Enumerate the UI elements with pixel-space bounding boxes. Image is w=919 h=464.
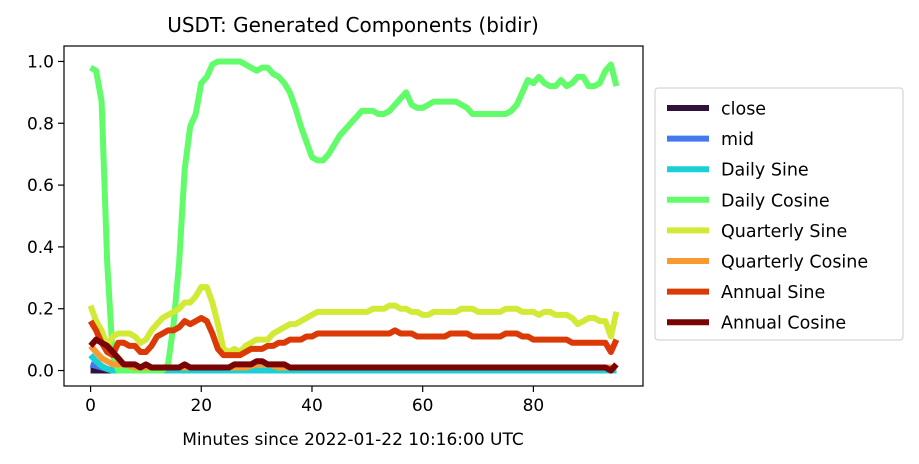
y-tick-label: 0.4 [27, 238, 54, 258]
legend-label: mid [721, 130, 754, 150]
series-line-annual-cosine [88, 336, 619, 374]
x-tick-label: 60 [412, 396, 434, 416]
series-line-quarterly-sine [87, 284, 620, 355]
x-tick-label: 20 [190, 396, 212, 416]
y-tick-label: 0.6 [27, 176, 54, 196]
y-axis: 0.0 0.2 0.4 0.6 0.8 1.0 [27, 52, 64, 382]
x-axis-label: Minutes since 2022-01-22 10:16:00 UTC [182, 430, 524, 450]
legend: close mid Daily Sine Daily Cosine Quarterly … [654, 87, 904, 341]
chart-title: USDT: Generated Components (bidir) [167, 13, 539, 37]
legend-label: Daily Sine [721, 161, 809, 181]
y-tick-label: 0.0 [27, 362, 54, 382]
y-tick-label: 0.8 [27, 114, 54, 134]
legend-label: Annual Sine [721, 283, 825, 303]
series-line-daily-sine [88, 353, 617, 374]
x-tick-label: 40 [301, 396, 323, 416]
x-axis: 0 20 40 60 80 [85, 386, 544, 416]
legend-frame [654, 87, 904, 341]
legend-label: Quarterly Cosine [721, 253, 868, 273]
plot-frame [63, 45, 644, 387]
x-tick-label: 80 [523, 396, 545, 416]
legend-label: Annual Cosine [721, 314, 846, 334]
y-tick-label: 0.2 [27, 300, 54, 320]
series-line-annual-sine [87, 315, 620, 359]
series-line-daily-cosine [89, 58, 620, 374]
series-layer [87, 58, 620, 374]
legend-label: Quarterly Sine [721, 222, 847, 242]
y-tick-label: 1.0 [27, 52, 54, 72]
legend-label: Daily Cosine [721, 191, 830, 211]
x-tick-label: 0 [85, 396, 96, 416]
legend-label: close [721, 100, 766, 120]
